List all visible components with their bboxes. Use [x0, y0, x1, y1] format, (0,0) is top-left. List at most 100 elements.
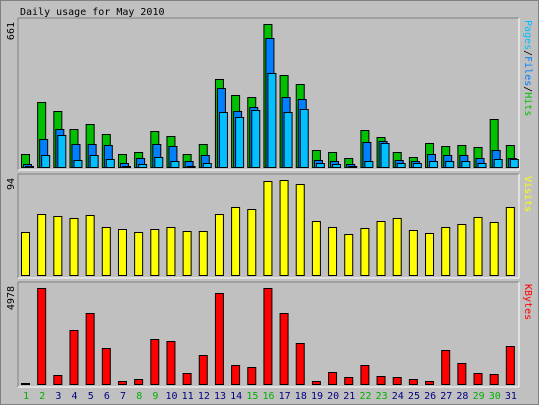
bar-kbytes	[247, 367, 257, 385]
bar-kbytes	[21, 383, 30, 385]
x-tick-label: 9	[152, 391, 158, 402]
x-tick-label: 7	[120, 391, 126, 402]
bar-visits	[166, 227, 176, 276]
bar-kbytes	[166, 341, 176, 385]
x-tick-label: 3	[55, 391, 61, 402]
bar-pages	[283, 112, 293, 168]
bar-kbytes	[37, 288, 47, 385]
x-tick-label: 27	[440, 391, 452, 402]
bar-visits	[134, 232, 144, 276]
bar-visits	[392, 218, 402, 276]
bar-visits	[53, 216, 63, 276]
bar-visits	[295, 184, 305, 276]
bar-visits	[441, 227, 451, 276]
panel-ymax-label: 661	[6, 22, 17, 40]
bar-pages	[186, 166, 196, 168]
x-tick-label: 2	[39, 391, 45, 402]
x-tick-label: 16	[262, 391, 274, 402]
bar-pages	[477, 163, 487, 168]
series-label-part: KBytes	[522, 284, 533, 320]
bar-pages	[251, 110, 261, 168]
panel-series-label: Visits	[522, 176, 533, 212]
x-tick-label: 23	[376, 391, 388, 402]
bar-visits	[311, 221, 321, 276]
bar-kbytes	[101, 348, 111, 385]
bar-visits	[505, 207, 515, 276]
bar-visits	[489, 222, 499, 276]
bar-pages	[41, 155, 51, 168]
x-tick-label: 21	[343, 391, 355, 402]
bar-kbytes	[198, 355, 208, 385]
bar-pages	[121, 166, 131, 168]
bar-pages	[25, 166, 34, 168]
bar-visits	[376, 221, 386, 276]
bar-kbytes	[360, 365, 370, 385]
bar-visits	[247, 209, 257, 276]
bar-pages	[396, 163, 406, 168]
x-tick-label: 20	[327, 391, 339, 402]
bar-pages	[315, 163, 325, 168]
bar-visits	[198, 231, 208, 276]
bar-kbytes	[279, 313, 289, 385]
panel-ymax-label: 4978	[6, 286, 17, 310]
bar-pages	[138, 164, 148, 168]
bar-pages	[509, 159, 519, 168]
bar-kbytes	[214, 293, 224, 385]
bar-pages	[235, 117, 245, 168]
bar-kbytes	[263, 288, 273, 385]
bar-kbytes	[311, 381, 321, 385]
bar-pages	[170, 161, 180, 168]
bar-visits	[21, 232, 30, 276]
x-tick-label: 1	[23, 391, 29, 402]
x-tick-label: 14	[230, 391, 242, 402]
bar-visits	[328, 227, 338, 276]
bar-pages	[299, 109, 309, 168]
bar-visits	[344, 234, 354, 276]
series-label-part: Pages	[522, 20, 533, 50]
bar-visits	[101, 227, 111, 276]
bar-pages	[348, 166, 358, 168]
bar-visits	[37, 214, 47, 276]
bar-kbytes	[392, 377, 402, 385]
series-label-part: /	[522, 86, 533, 92]
bar-pages	[105, 159, 115, 168]
bar-kbytes	[425, 381, 435, 385]
bar-kbytes	[457, 363, 467, 385]
bar-visits	[150, 229, 160, 276]
bar-kbytes	[489, 374, 499, 385]
x-tick-label: 25	[408, 391, 420, 402]
bar-pages	[445, 161, 455, 168]
bar-kbytes	[117, 381, 127, 385]
x-tick-label: 28	[456, 391, 468, 402]
bar-kbytes	[295, 343, 305, 385]
bar-pages	[332, 164, 342, 168]
x-tick-label: 18	[295, 391, 307, 402]
bar-kbytes	[473, 373, 483, 385]
x-tick-label: 6	[104, 391, 110, 402]
x-tick-label: 22	[359, 391, 371, 402]
x-tick-label: 19	[311, 391, 323, 402]
bar-pages	[364, 161, 374, 168]
chart-title: Daily usage for May 2010	[20, 7, 165, 18]
x-tick-label: 29	[473, 391, 485, 402]
bar-kbytes	[231, 365, 241, 385]
x-tick-label: 10	[166, 391, 178, 402]
bar-pages	[154, 157, 164, 168]
bar-kbytes	[85, 313, 95, 385]
bar-visits	[214, 214, 224, 276]
bar-visits	[263, 181, 273, 276]
bar-pages	[380, 143, 390, 168]
bar-pages	[202, 163, 212, 168]
bar-pages	[493, 159, 503, 168]
x-tick-label: 8	[136, 391, 142, 402]
bar-visits	[85, 215, 95, 276]
bar-visits	[425, 233, 435, 276]
bar-pages	[57, 135, 67, 168]
bar-pages	[73, 160, 83, 168]
x-tick-label: 31	[505, 391, 517, 402]
x-tick-label: 4	[72, 391, 78, 402]
bar-kbytes	[328, 372, 338, 385]
bar-pages	[461, 161, 471, 168]
bar-visits	[69, 218, 79, 276]
